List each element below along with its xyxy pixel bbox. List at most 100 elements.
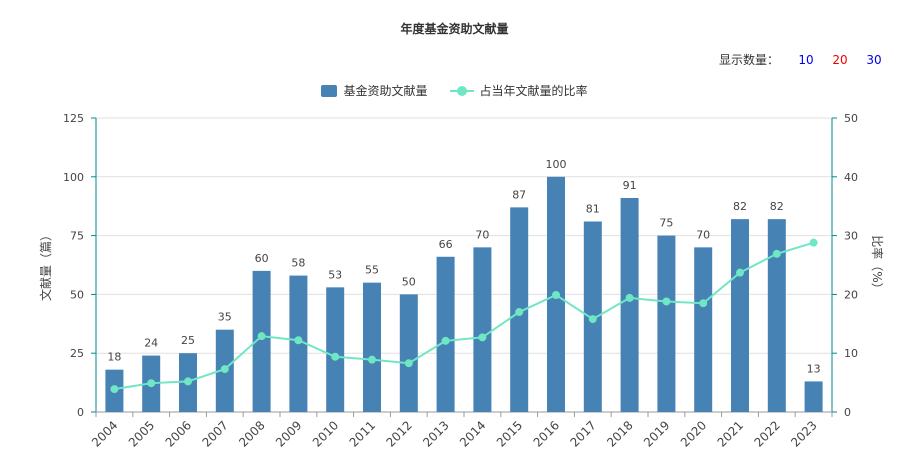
bar xyxy=(252,270,271,412)
ratio-point xyxy=(257,332,266,341)
x-tick-label: 2006 xyxy=(163,418,194,449)
ratio-point xyxy=(736,268,744,277)
y-left-tick-label: 25 xyxy=(70,347,84,360)
ratio-point xyxy=(331,352,340,361)
ratio-point xyxy=(294,336,303,345)
bar-value-label: 53 xyxy=(328,268,342,281)
bar-value-label: 60 xyxy=(255,252,269,265)
legend-bar-label: 基金资助文献量 xyxy=(343,84,428,98)
x-tick-label: 2008 xyxy=(236,418,267,449)
bar xyxy=(767,219,786,412)
bar xyxy=(804,381,823,412)
bar-value-label: 24 xyxy=(144,337,158,350)
bar xyxy=(436,256,455,412)
bar xyxy=(399,294,418,412)
y-right-tick-label: 50 xyxy=(844,112,858,125)
bar xyxy=(620,197,639,412)
bar-value-label: 58 xyxy=(291,257,305,270)
bar xyxy=(326,287,345,412)
ratio-point xyxy=(110,385,119,394)
ratio-point xyxy=(184,377,192,386)
bar-value-label: 35 xyxy=(218,311,232,324)
x-tick-label: 2016 xyxy=(531,418,562,449)
bar-value-label: 55 xyxy=(365,264,379,277)
x-tick-label: 2015 xyxy=(494,418,525,449)
x-tick-label: 2019 xyxy=(641,418,672,449)
x-tick-label: 2022 xyxy=(751,418,782,449)
x-tick-label: 2023 xyxy=(788,418,819,449)
ratio-point xyxy=(368,355,376,364)
y-left-tick-label: 125 xyxy=(63,112,84,125)
bar-value-label: 87 xyxy=(512,188,526,201)
legend-bar-swatch xyxy=(321,84,338,97)
x-tick-label: 2009 xyxy=(273,418,304,449)
x-tick-label: 2013 xyxy=(420,418,451,449)
bar-value-label: 66 xyxy=(439,238,453,251)
ratio-point xyxy=(404,359,413,368)
x-tick-label: 2017 xyxy=(567,418,598,449)
legend-item-line[interactable]: 占当年文献量的比率 xyxy=(449,82,588,99)
ratio-line xyxy=(114,241,814,391)
display-count-option-20[interactable]: 20 xyxy=(832,52,848,67)
x-tick-label: 2018 xyxy=(604,418,635,449)
chart-legend: 基金资助文献量 占当年文献量的比率 xyxy=(0,82,909,99)
ratio-point xyxy=(662,297,671,306)
y-left-tick-label: 100 xyxy=(63,171,84,184)
ratio-point xyxy=(147,379,156,388)
display-count-option-10[interactable]: 10 xyxy=(798,52,814,67)
x-tick-label: 2021 xyxy=(715,418,746,449)
ratio-point xyxy=(699,299,708,308)
bar-value-label: 82 xyxy=(770,200,784,213)
x-tick-label: 2012 xyxy=(383,418,414,449)
x-tick-label: 2005 xyxy=(126,418,157,449)
bar-value-label: 25 xyxy=(181,334,195,347)
bar-value-label: 81 xyxy=(586,202,600,215)
y-right-tick-label: 30 xyxy=(844,230,858,243)
x-tick-label: 2007 xyxy=(199,418,230,449)
bar-value-label: 18 xyxy=(107,351,121,364)
y-left-tick-label: 75 xyxy=(70,230,84,243)
ratio-point xyxy=(552,290,560,299)
chart-title: 年度基金资助文献量 xyxy=(400,22,509,36)
bar-value-label: 75 xyxy=(659,217,673,230)
y-right-tick-label: 0 xyxy=(844,406,851,419)
bar xyxy=(694,247,713,412)
display-count-option-30[interactable]: 30 xyxy=(866,52,882,67)
display-count-selector: 显示数量： 10 20 30 xyxy=(719,51,891,68)
ratio-point xyxy=(220,365,229,374)
bar-value-label: 13 xyxy=(807,362,821,375)
bar xyxy=(473,247,492,412)
x-tick-label: 2011 xyxy=(347,418,378,449)
x-tick-label: 2004 xyxy=(89,418,120,449)
y-right-tick-label: 10 xyxy=(844,347,858,360)
display-count-label: 显示数量： xyxy=(718,53,779,67)
ratio-point xyxy=(515,308,524,317)
bar-value-label: 50 xyxy=(402,275,416,288)
y-right-tick-label: 20 xyxy=(844,288,858,301)
bar-value-label: 100 xyxy=(546,158,567,171)
ratio-point xyxy=(772,249,781,258)
bar-value-label: 70 xyxy=(696,228,710,241)
bar-value-label: 82 xyxy=(733,200,747,213)
ratio-point xyxy=(809,238,818,247)
y-left-tick-label: 50 xyxy=(70,288,84,301)
ratio-point xyxy=(441,336,450,345)
x-tick-label: 2010 xyxy=(310,418,341,449)
ratio-point xyxy=(625,293,634,302)
ratio-point xyxy=(588,315,597,324)
legend-line-label: 占当年文献量的比率 xyxy=(479,84,588,98)
y-right-tick-label: 40 xyxy=(844,171,858,184)
ratio-point xyxy=(478,333,487,342)
x-tick-label: 2020 xyxy=(678,418,709,449)
y-left-axis-title: 文献量（篇） xyxy=(38,229,53,301)
y-left-tick-label: 0 xyxy=(77,406,84,419)
y-right-axis-title: 比率（%） xyxy=(870,235,885,294)
x-tick-label: 2014 xyxy=(457,418,488,449)
bar-value-label: 70 xyxy=(475,228,489,241)
legend-item-bar[interactable]: 基金资助文献量 xyxy=(321,82,428,99)
bar xyxy=(731,219,749,412)
legend-line-swatch xyxy=(449,85,474,97)
bar xyxy=(657,235,676,412)
